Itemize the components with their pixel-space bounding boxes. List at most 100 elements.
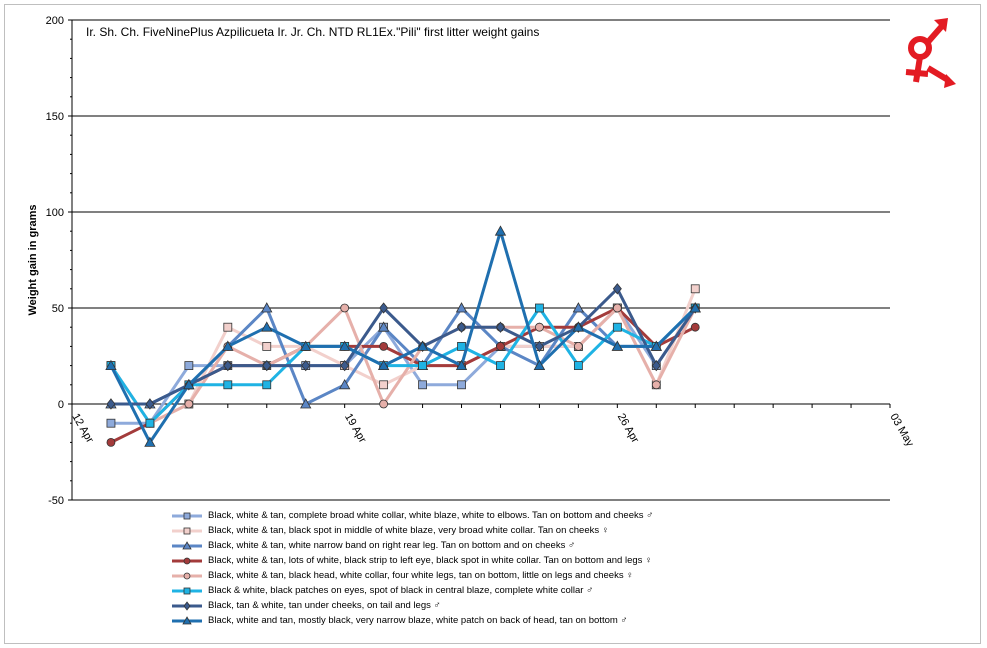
y-tick-label: 0	[58, 399, 64, 411]
legend-swatch	[172, 572, 202, 579]
data-point	[340, 359, 350, 372]
x-tick-label: 26 Apr	[615, 412, 641, 446]
legend-item: Black, white and tan, mostly black, very…	[172, 613, 692, 628]
data-point	[379, 302, 389, 314]
data-point	[457, 380, 466, 390]
legend-swatch	[172, 540, 202, 549]
data-point	[689, 302, 701, 313]
axes	[68, 19, 891, 501]
data-point	[572, 302, 585, 313]
series-line	[109, 306, 697, 425]
legend-item: Black & white, black patches on eyes, sp…	[172, 583, 692, 598]
data-point	[261, 321, 273, 332]
data-point	[379, 341, 389, 351]
data-point	[455, 359, 468, 371]
y-tick-label: 50	[52, 303, 64, 315]
data-point	[262, 380, 272, 390]
legend-label: Black, white and tan, mostly black, very…	[208, 615, 628, 626]
legend-label: Black, white & tan, black spot in middle…	[208, 525, 609, 536]
x-tick-labels: 12 Apr 19 Apr 26 Apr 03 May	[69, 412, 916, 450]
legend: Black, white & tan, complete broad white…	[172, 508, 692, 628]
data-point	[612, 303, 622, 313]
data-point	[105, 359, 117, 371]
legend-item: Black, white & tan, black head, white co…	[172, 568, 692, 583]
legend-item: Black, white & tan, lots of white, black…	[172, 553, 692, 568]
legend-label: Black & white, black patches on eyes, sp…	[208, 585, 594, 596]
data-point	[455, 302, 468, 313]
chart-frame	[4, 4, 981, 644]
data-point	[651, 380, 661, 390]
data-point	[223, 322, 233, 332]
data-point	[533, 359, 546, 371]
data-point	[262, 341, 272, 351]
data-point	[222, 340, 234, 351]
data-point	[494, 225, 507, 236]
data-point	[377, 359, 390, 371]
data-point	[379, 380, 389, 390]
legend-item: Black, white & tan, complete broad white…	[172, 508, 692, 523]
data-point	[301, 359, 311, 372]
data-point	[611, 340, 624, 351]
data-point	[338, 378, 351, 390]
legend-label: Black, white & tan, black head, white co…	[208, 570, 634, 581]
data-point	[535, 322, 544, 332]
x-tick-label: 12 Apr	[69, 412, 95, 446]
data-point	[534, 340, 544, 353]
x-tick-label: 19 Apr	[342, 412, 368, 446]
y-tick-label: 150	[46, 111, 64, 123]
series-line	[110, 287, 697, 406]
y-tick-label: 200	[46, 15, 64, 27]
data-point	[690, 322, 700, 332]
series-8	[105, 225, 701, 447]
y-tick-label: -50	[48, 495, 64, 507]
data-point	[145, 418, 155, 428]
y-axis-label: Weight gain in grams	[27, 204, 39, 315]
legend-item: Black, tan & white, tan under cheeks, on…	[172, 598, 692, 613]
legend-swatch	[172, 512, 202, 519]
data-point	[338, 340, 351, 351]
data-point	[573, 361, 583, 371]
legend-swatch	[172, 527, 202, 534]
data-point	[183, 378, 195, 390]
data-point	[457, 321, 467, 333]
data-point	[223, 380, 233, 390]
data-point	[690, 284, 700, 294]
data-point	[496, 361, 505, 371]
data-point	[651, 359, 661, 372]
data-point	[572, 321, 585, 332]
data-point	[300, 340, 312, 351]
legend-swatch	[172, 615, 202, 624]
data-point	[262, 359, 272, 372]
data-point	[144, 436, 156, 447]
data-point	[145, 398, 155, 410]
legend-item: Black, white & tan, white narrow band on…	[172, 538, 692, 553]
x-tick-label: 03 May	[887, 412, 916, 450]
data-point	[300, 398, 312, 409]
legend-swatch	[172, 600, 202, 611]
data-point	[184, 399, 194, 409]
data-point	[612, 322, 622, 332]
gender-symbols-icon	[905, 18, 956, 88]
y-tick-labels: -50 0 50 100 150 200	[46, 15, 64, 507]
data-point	[379, 399, 389, 409]
data-point	[495, 321, 505, 333]
legend-swatch	[172, 557, 202, 564]
data-point	[418, 361, 427, 371]
data-point	[650, 340, 662, 351]
data-point	[184, 361, 194, 371]
legend-swatch	[172, 587, 202, 594]
y-tick-label: 100	[46, 207, 64, 219]
gridlines	[72, 19, 890, 309]
data-point	[377, 321, 390, 332]
data-point	[573, 341, 583, 351]
legend-label: Black, white & tan, complete broad white…	[208, 510, 654, 521]
data-point	[418, 380, 427, 390]
data-point	[106, 418, 116, 428]
legend-label: Black, white & tan, lots of white, black…	[208, 555, 653, 566]
legend-label: Black, tan & white, tan under cheeks, on…	[208, 600, 441, 611]
legend-label: Black, white & tan, white narrow band on…	[208, 540, 576, 551]
data-point	[457, 341, 466, 351]
series-group	[105, 225, 701, 447]
chart-title: Ir. Sh. Ch. FiveNinePlus Azpilicueta Ir.…	[86, 25, 539, 39]
